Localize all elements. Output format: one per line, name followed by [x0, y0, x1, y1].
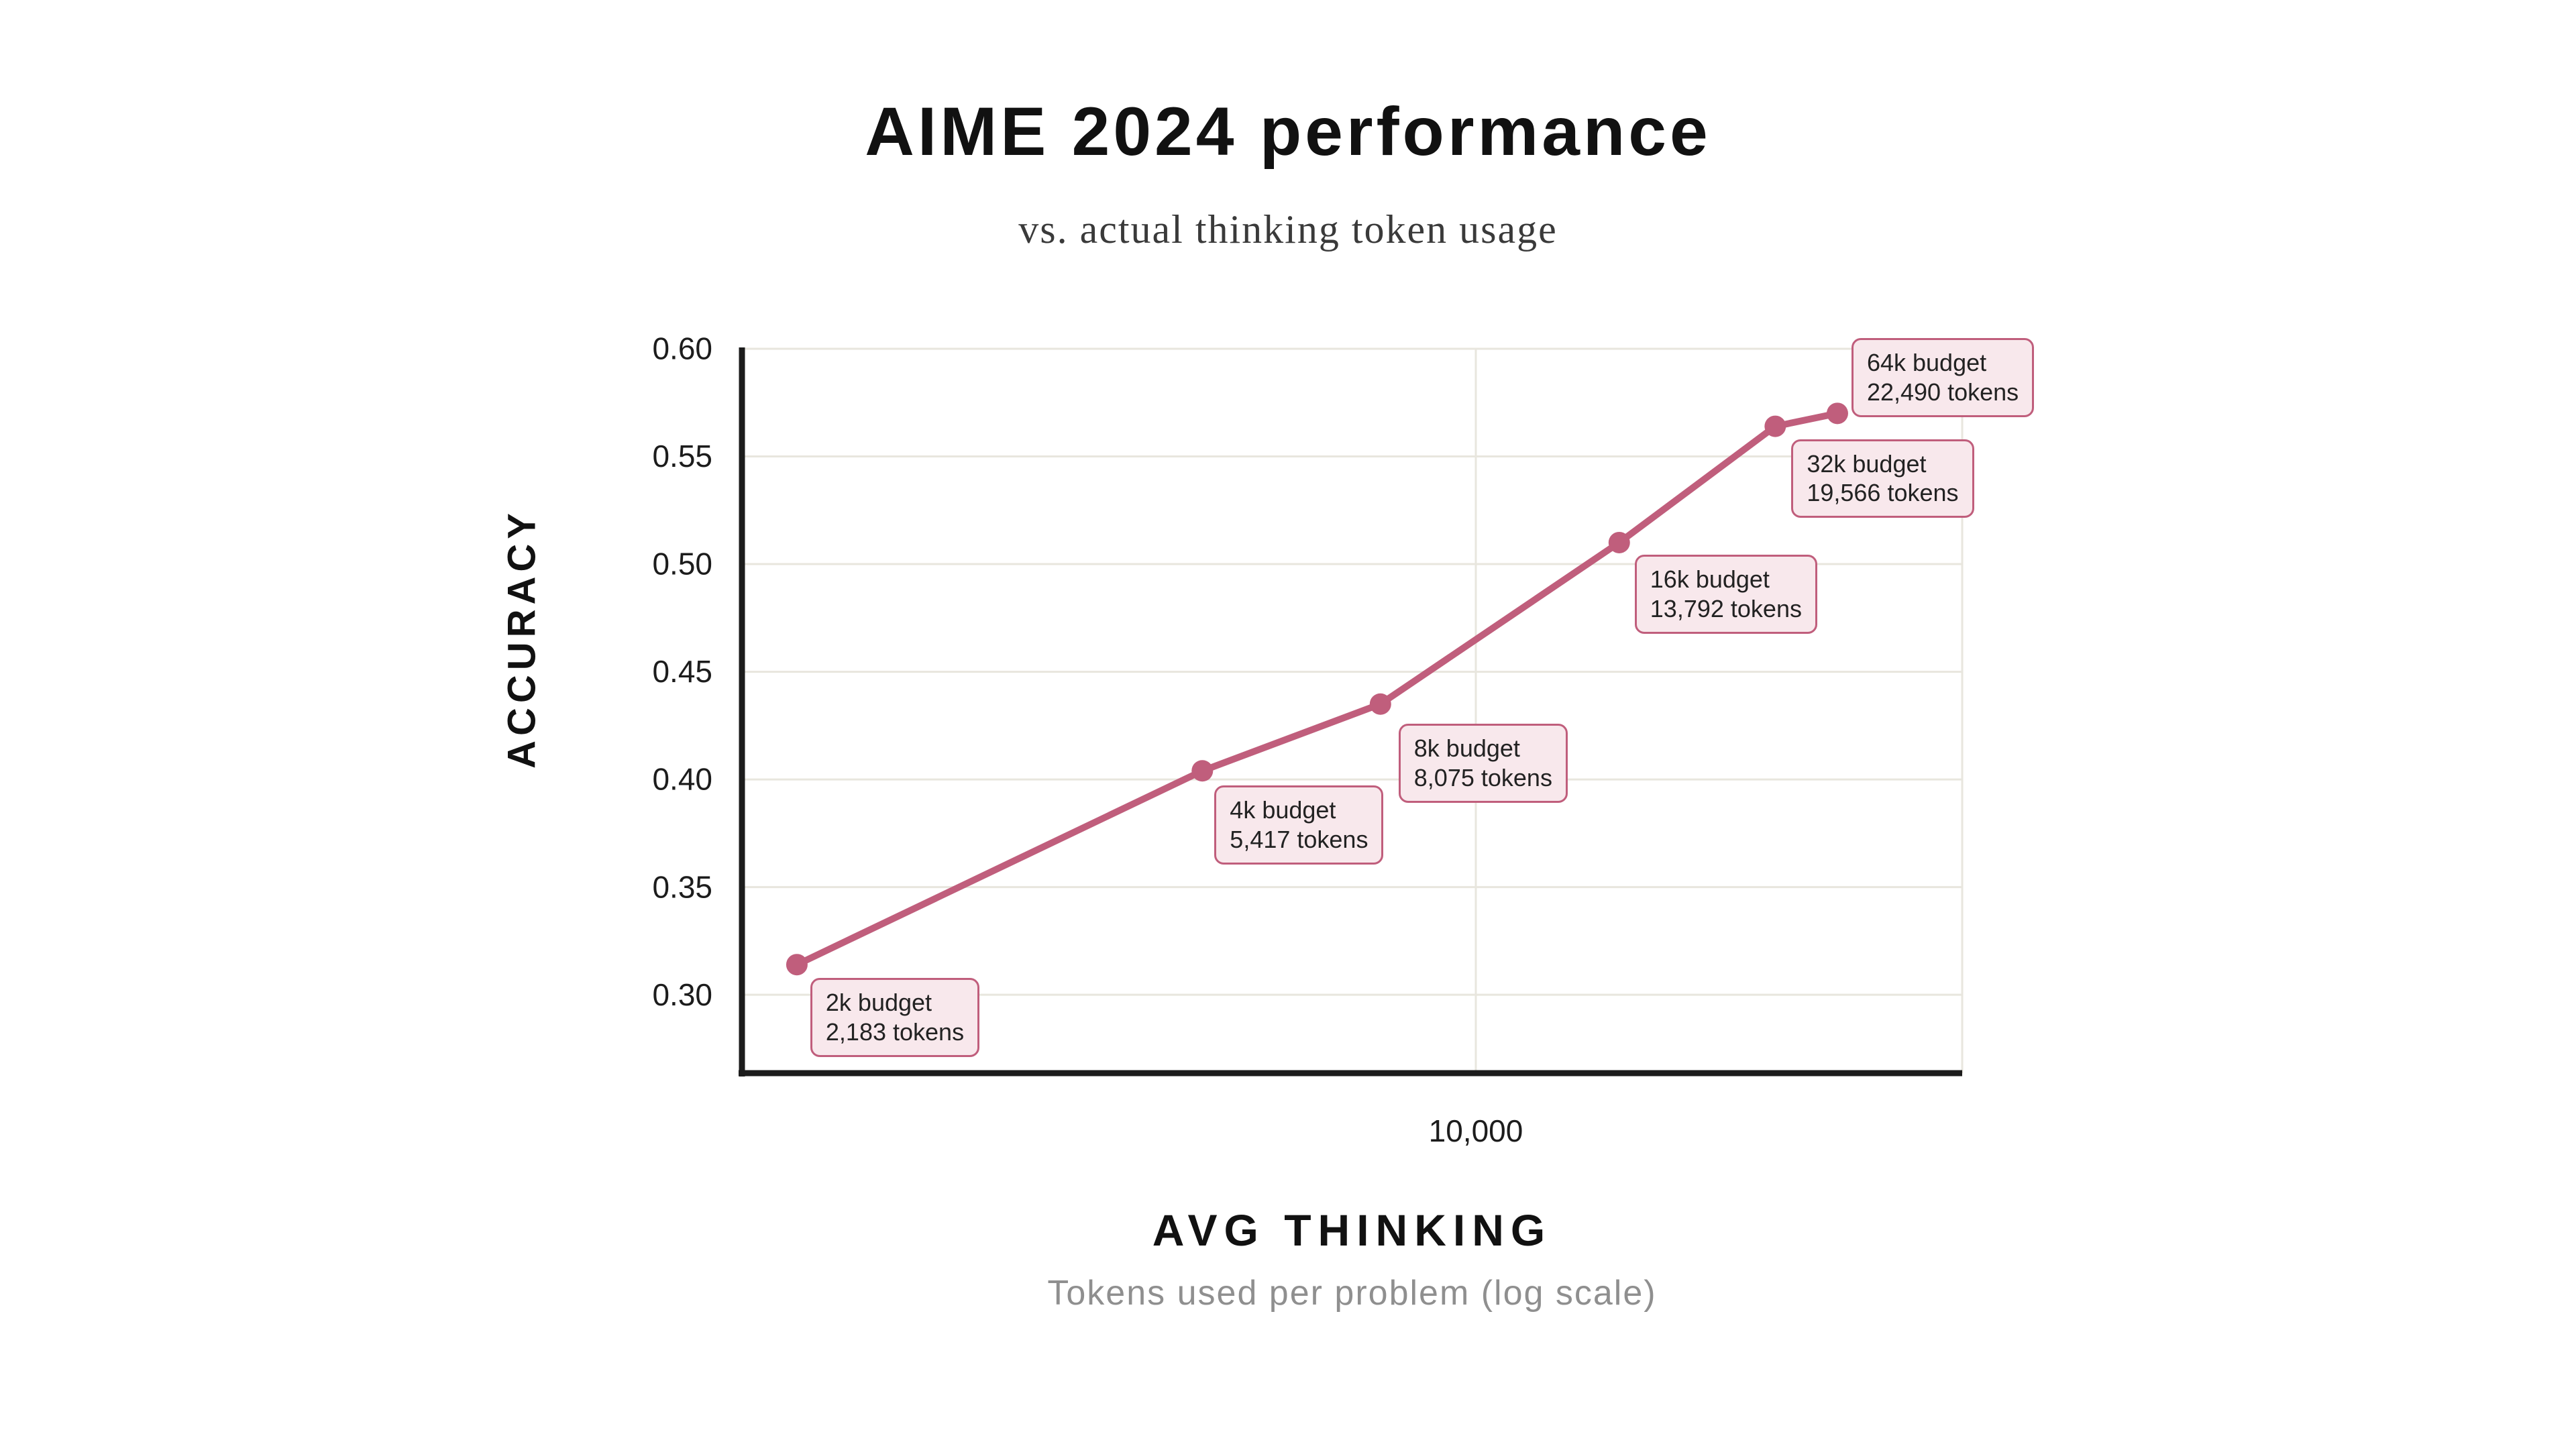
series-line: [793, 410, 1841, 969]
data-point-8k: [1369, 693, 1391, 715]
annotation-32k-budget: 32k budget 19,566 tokens: [1791, 439, 1974, 518]
chart-title: AIME 2024 performance: [865, 93, 1711, 170]
y-tick-label-0.40: 0.40: [652, 762, 712, 797]
annotation-tokens-line: 8,075 tokens: [1413, 763, 1552, 791]
y-tick-label-0.35: 0.35: [652, 869, 712, 904]
annotation-2k-budget: 2k budget 2,183 tokens: [810, 978, 980, 1057]
y-tick-label-0.45: 0.45: [652, 654, 712, 689]
annotation-budget-line: 2k budget: [825, 989, 932, 1017]
data-point-2k: [786, 954, 808, 976]
x-axis-title: AVG THINKING: [1152, 1205, 1552, 1255]
annotation-budget-line: 8k budget: [1413, 734, 1520, 762]
x-tick-label-10,000: 10,000: [1429, 1113, 1523, 1148]
annotation-budget-line: 32k budget: [1807, 449, 1927, 478]
data-point-32k: [1764, 415, 1786, 437]
annotation-64k-budget: 64k budget 22,490 tokens: [1851, 338, 2035, 418]
annotation-8k-budget: 8k budget 8,075 tokens: [1398, 723, 1568, 803]
y-tick-label-0.30: 0.30: [652, 977, 712, 1012]
annotation-budget-line: 64k budget: [1866, 349, 1987, 377]
annotation-tokens-line: 13,792 tokens: [1650, 594, 1802, 622]
annotation-tokens-line: 22,490 tokens: [1866, 378, 2019, 406]
data-point-64k: [1826, 402, 1848, 425]
y-tick-label-0.55: 0.55: [652, 439, 712, 474]
annotation-budget-line: 4k budget: [1230, 796, 1336, 824]
annotation-tokens-line: 5,417 tokens: [1230, 826, 1368, 854]
data-point-4k: [1191, 760, 1214, 782]
annotation-4k-budget: 4k budget 5,417 tokens: [1214, 785, 1384, 865]
chart-subtitle: vs. actual thinking token usage: [1018, 207, 1558, 252]
annotation-16k-budget: 16k budget 13,792 tokens: [1634, 554, 1817, 634]
y-tick-label-0.60: 0.60: [652, 331, 712, 366]
annotation-budget-line: 16k budget: [1650, 565, 1770, 593]
annotation-tokens-line: 2,183 tokens: [825, 1018, 965, 1046]
annotation-tokens-line: 19,566 tokens: [1807, 479, 1959, 507]
data-point-16k: [1608, 531, 1630, 553]
y-tick-label-0.50: 0.50: [652, 547, 712, 582]
x-axis-subtitle: Tokens used per problem (log scale): [1047, 1274, 1657, 1313]
